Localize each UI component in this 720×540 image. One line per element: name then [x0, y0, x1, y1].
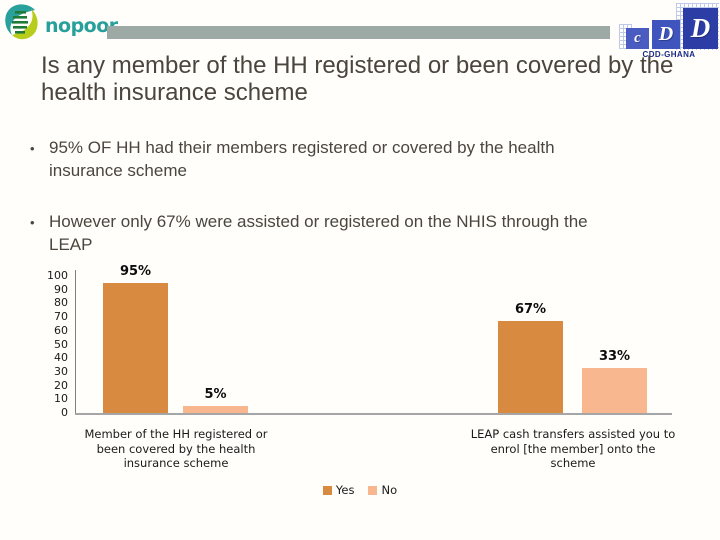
legend-label: No [381, 483, 398, 497]
chart-legend: Yes No [275, 483, 445, 497]
bullet-item: • However only 67% were assisted or regis… [28, 210, 628, 256]
bar-no-group2 [582, 367, 647, 413]
legend-swatch [322, 485, 332, 495]
category-label-2: LEAP cash transfers assisted you to enro… [470, 427, 676, 470]
y-axis-tick-label: 50 [54, 337, 68, 351]
cdd-square-d1: D [652, 20, 680, 49]
cdd-caption: CDD-GHANA [642, 50, 696, 59]
cdd-ghana-logo: c D D CDD-GHANA [619, 3, 719, 60]
bullet-marker: • [30, 215, 35, 230]
y-axis-tick-label: 10 [54, 392, 68, 406]
header-divider-bar [107, 26, 610, 39]
y-axis-tick-label: 80 [54, 296, 68, 310]
bar-value-label: 33% [598, 348, 631, 364]
bullet-list: • 95% OF HH had their members registered … [28, 136, 628, 284]
bar-yes-group2 [498, 321, 563, 413]
bar-yes-group1 [103, 282, 168, 413]
nopoor-brand-text: nopoor [45, 15, 118, 37]
y-axis-tick-label: 70 [54, 310, 68, 324]
y-axis-tick-label: 30 [54, 364, 68, 378]
bullet-text: However only 67% were assisted or regist… [49, 212, 588, 254]
legend-item-no: No [368, 483, 397, 497]
y-axis-line [75, 270, 76, 414]
bar-value-label: 5% [204, 387, 227, 403]
legend-swatch [368, 485, 378, 495]
cdd-square-d2: D [683, 8, 718, 49]
legend-item-yes: Yes [322, 483, 355, 497]
legend-label: Yes [335, 483, 355, 497]
bullet-item: • 95% OF HH had their members registered … [28, 136, 628, 182]
bullet-marker: • [30, 141, 35, 156]
y-axis-tick-label: 60 [54, 323, 68, 337]
x-axis-line [75, 413, 672, 415]
category-label-1: Member of the HH registered or been cove… [84, 427, 268, 470]
nopoor-logo: nopoor [4, 3, 118, 43]
y-axis-tick-label: 20 [54, 378, 68, 392]
y-axis-tick-label: 0 [61, 406, 68, 419]
cdd-square-c: c [626, 28, 649, 49]
page-title: Is any member of the HH registered or be… [41, 52, 674, 106]
bullet-text: 95% OF HH had their members registered o… [49, 138, 555, 180]
bar-no-group1 [183, 406, 248, 413]
y-axis-tick-label: 90 [54, 282, 68, 296]
y-axis-tick-label: 40 [54, 351, 68, 365]
bar-value-label: 67% [514, 302, 547, 318]
nopoor-leaf-icon [5, 4, 38, 40]
